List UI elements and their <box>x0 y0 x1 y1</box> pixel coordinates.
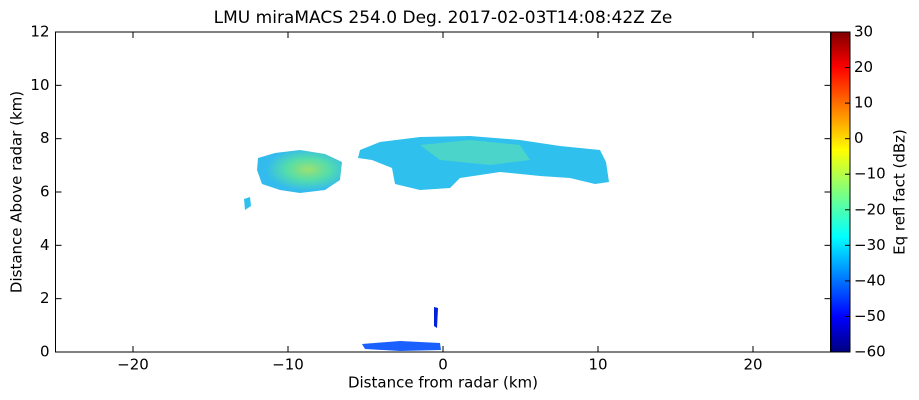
y-axis-label: Distance Above radar (km) <box>8 91 26 293</box>
echo-region <box>257 150 342 193</box>
colorbar-tick-label: 30 <box>854 23 873 41</box>
y-tick-label: 4 <box>40 236 50 254</box>
colorbar-tick-label: −30 <box>854 236 886 254</box>
colorbar-tick-label: −20 <box>854 200 886 218</box>
colorbar-tick-label: 20 <box>854 58 873 76</box>
x-tick-label: −20 <box>117 356 149 374</box>
y-tick-label: 0 <box>40 343 50 361</box>
y-tick-label: 6 <box>40 183 50 201</box>
echo-region <box>420 140 530 165</box>
colorbar-tick-label: −40 <box>854 271 886 289</box>
echo-region <box>244 197 251 210</box>
chart-title: LMU miraMACS 254.0 Deg. 2017-02-03T14:08… <box>214 8 673 28</box>
colorbar-tick-label: −50 <box>854 307 886 325</box>
x-tick-label: 20 <box>743 356 762 374</box>
colorbar-tick-label: 0 <box>854 129 864 147</box>
colorbar-tick-label: −10 <box>854 165 886 183</box>
colorbar-tick-label: 10 <box>854 94 873 112</box>
x-tick-label: 0 <box>438 356 448 374</box>
colorbar-tick-label: −60 <box>854 343 886 361</box>
echo-region <box>434 307 438 328</box>
plot-area <box>55 31 831 353</box>
y-tick-label: 8 <box>40 129 50 147</box>
echo-region <box>362 341 441 351</box>
y-tick-label: 10 <box>30 76 49 94</box>
colorbar <box>830 31 851 353</box>
echo-field <box>244 136 609 351</box>
y-tick-label: 2 <box>40 289 50 307</box>
x-tick-label: 10 <box>588 356 607 374</box>
x-tick-label: −10 <box>272 356 304 374</box>
colorbar-label: Eq refl fact (dBz) <box>891 129 909 255</box>
x-axis-label: Distance from radar (km) <box>348 374 538 392</box>
y-tick-label: 12 <box>30 23 49 41</box>
